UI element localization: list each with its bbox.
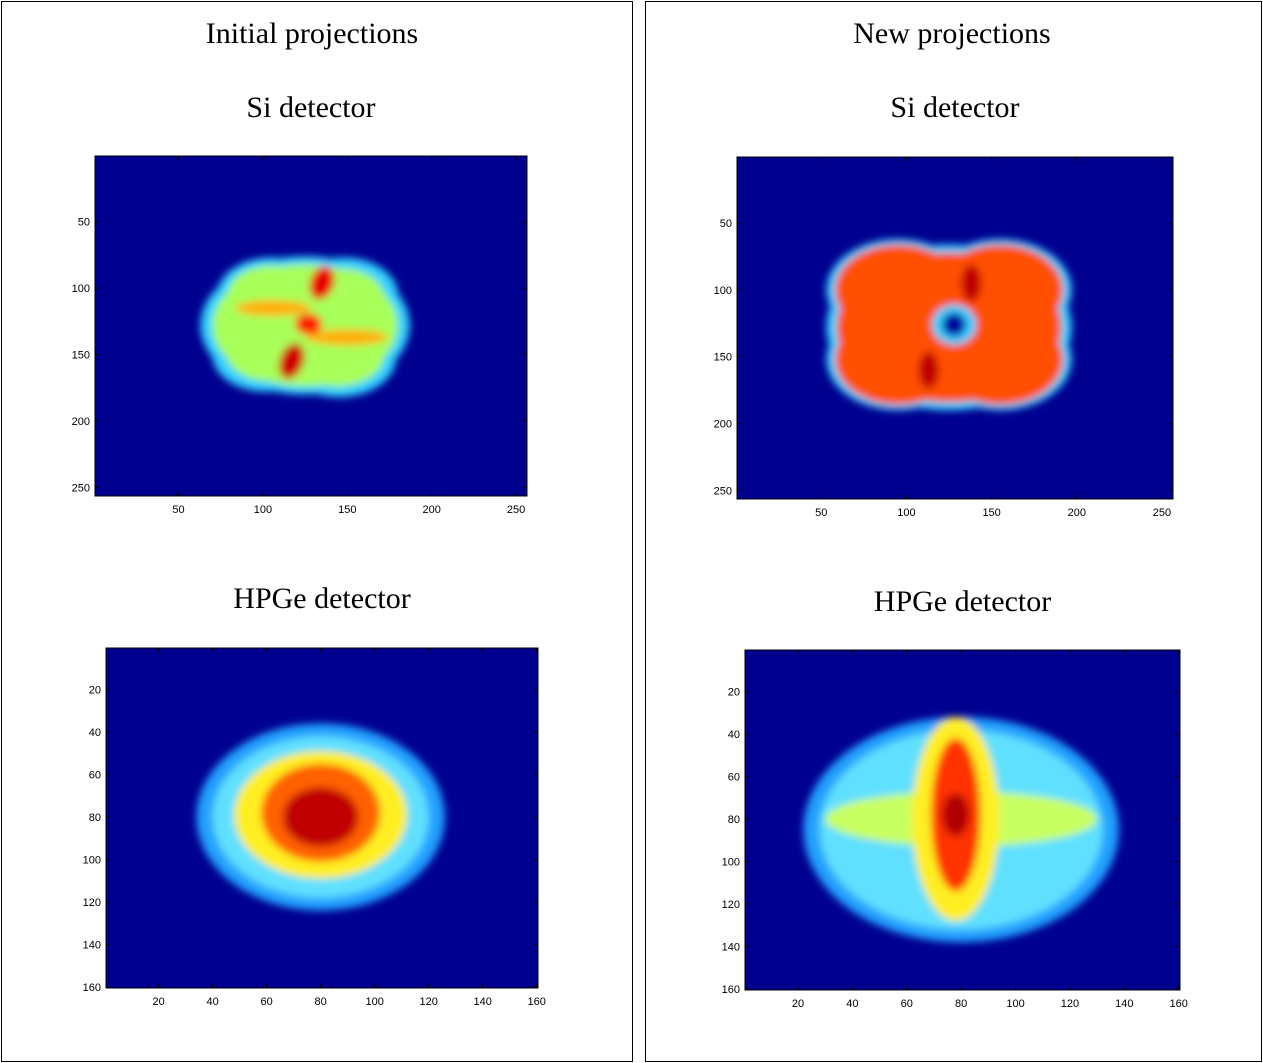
x-tick-label: 250	[507, 504, 525, 516]
heatmap-image	[95, 156, 527, 496]
y-tick-label: 200	[714, 419, 732, 431]
image-content	[803, 717, 1118, 942]
x-tick-label: 120	[1061, 998, 1079, 1010]
x-tick-label: 100	[897, 507, 915, 519]
y-tick-label: 40	[89, 727, 101, 739]
x-tick-label: 20	[792, 998, 804, 1010]
x-tick-label: 160	[1169, 998, 1187, 1010]
y-tick-label: 100	[72, 283, 90, 295]
x-tick-label: 20	[153, 996, 165, 1008]
y-tick-label: 140	[83, 939, 101, 951]
image-region	[961, 265, 981, 302]
chart: Si detector 50 100 150 200 250 50 100 150 200 250	[72, 91, 527, 516]
chart-title: Si detector	[890, 91, 1019, 124]
y-tick-label: 150	[714, 352, 732, 364]
y-tick-label: 100	[722, 856, 740, 868]
x-tick-label: 50	[172, 504, 184, 516]
x-tick-label: 150	[338, 504, 356, 516]
figure: Initial projections New projections Si d…	[0, 0, 1263, 1063]
heatmap-image	[737, 157, 1173, 499]
y-tick-label: 150	[72, 350, 90, 362]
y-tick-label: 160	[83, 982, 101, 994]
x-tick-label: 40	[207, 996, 219, 1008]
y-tick-label: 50	[720, 218, 732, 230]
y-tick-label: 40	[728, 729, 740, 741]
x-tick-label: 50	[815, 507, 827, 519]
image-content	[200, 256, 409, 397]
heatmap-image	[106, 648, 538, 988]
y-tick-label: 250	[714, 485, 732, 497]
y-tick-label: 160	[722, 984, 740, 996]
y-tick-label: 100	[83, 854, 101, 866]
y-tick-label: 140	[722, 941, 740, 953]
y-tick-label: 80	[728, 814, 740, 826]
image-region	[942, 793, 969, 836]
figure-canvas: Initial projections New projections Si d…	[0, 0, 1263, 1063]
y-tick-label: 80	[89, 812, 101, 824]
chart: HPGe detector 20 40 60 80 100 120 140 160 20 40 60 8…	[722, 585, 1188, 1010]
x-tick-label: 80	[955, 998, 967, 1010]
x-tick-label: 160	[527, 996, 545, 1008]
x-tick-label: 100	[1006, 998, 1024, 1010]
chart-title: HPGe detector	[874, 585, 1051, 618]
x-tick-label: 200	[422, 504, 440, 516]
y-tick-label: 60	[89, 769, 101, 781]
image-region	[307, 329, 388, 345]
x-tick-label: 140	[473, 996, 491, 1008]
x-tick-label: 150	[982, 507, 1000, 519]
image-region	[918, 351, 938, 388]
x-tick-label: 250	[1153, 507, 1171, 519]
x-tick-label: 120	[419, 996, 437, 1008]
chart: HPGe detector 20 40 60 80 100 120 140 160 20 40 60 8…	[83, 582, 546, 1008]
y-tick-label: 120	[83, 897, 101, 909]
y-tick-label: 200	[72, 416, 90, 428]
panel-title: Initial projections	[206, 17, 418, 50]
y-tick-label: 20	[728, 686, 740, 698]
panel-title: New projections	[853, 17, 1050, 50]
y-tick-label: 100	[714, 285, 732, 297]
y-tick-label: 50	[78, 217, 90, 229]
x-tick-label: 80	[315, 996, 327, 1008]
x-tick-label: 100	[365, 996, 383, 1008]
image-region	[295, 313, 322, 334]
image-region	[942, 313, 966, 337]
y-tick-label: 120	[722, 899, 740, 911]
x-tick-label: 100	[254, 504, 272, 516]
chart-title: Si detector	[246, 91, 375, 124]
image-content	[196, 723, 444, 910]
x-tick-label: 140	[1115, 998, 1133, 1010]
chart-title: HPGe detector	[233, 582, 410, 615]
y-tick-label: 250	[72, 482, 90, 494]
image-content	[826, 239, 1071, 410]
y-tick-label: 60	[728, 771, 740, 783]
heatmap-image	[745, 650, 1180, 990]
image-region	[236, 300, 310, 316]
chart: Si detector 50 100 150 200 250 50 100 150 200 250	[714, 91, 1173, 519]
x-tick-label: 60	[901, 998, 913, 1010]
x-tick-label: 200	[1068, 507, 1086, 519]
image-region	[283, 787, 359, 847]
y-tick-label: 20	[89, 684, 101, 696]
x-tick-label: 40	[846, 998, 858, 1010]
x-tick-label: 60	[261, 996, 273, 1008]
